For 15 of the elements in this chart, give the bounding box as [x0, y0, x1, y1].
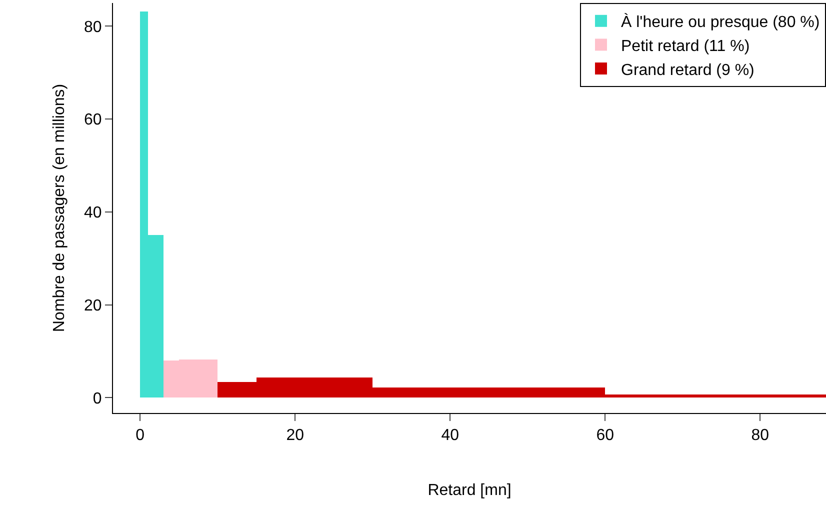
y-axis-title: Nombre de passagers (en millions)	[50, 84, 68, 332]
y-tick-label: 0	[92, 390, 102, 408]
legend-label: Grand retard (9 %)	[621, 62, 754, 79]
y-tick-label: 40	[84, 204, 102, 222]
x-tick-label: 60	[596, 427, 614, 444]
x-axis-title: Retard [mn]	[428, 482, 512, 499]
y-tick-label: 80	[84, 18, 102, 36]
x-tick-label: 20	[286, 427, 304, 444]
y-tick-label: 20	[84, 297, 102, 314]
x-tick-label: 80	[751, 427, 770, 444]
x-tick-label: 40	[441, 427, 460, 444]
legend-label: À l'heure ou presque (80 %)	[621, 13, 820, 32]
legend-label: Petit retard (11 %)	[621, 38, 750, 55]
x-tick-label: 0	[136, 427, 145, 444]
y-tick-label: 60	[84, 112, 102, 129]
